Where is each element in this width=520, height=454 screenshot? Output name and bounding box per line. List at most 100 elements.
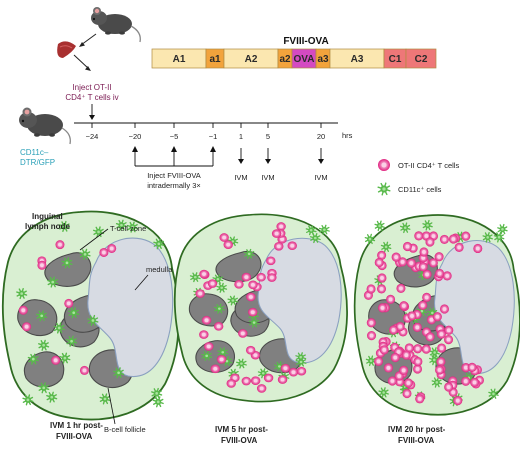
b-cell-follicle-pointer [107, 387, 116, 425]
timeline-tick-label: −5 [170, 132, 179, 141]
b-cell-follicle [188, 293, 229, 327]
t-cell [406, 258, 416, 268]
dc-cell [248, 317, 260, 328]
t-cell [256, 384, 267, 393]
dc-cell [295, 352, 307, 363]
mouse-label-1: CD11c– [20, 148, 49, 157]
t-cell [51, 355, 61, 365]
t-cell [422, 269, 432, 280]
legend: OT-II CD4⁺ T cells CD11c⁺ cells [377, 159, 459, 196]
dc-cell [189, 272, 201, 283]
t-cell [374, 257, 384, 268]
t-cell [418, 300, 428, 310]
construct-segment-label: OVA [294, 54, 315, 65]
dc-cell [153, 238, 165, 250]
t-cell [421, 344, 431, 354]
dc-cell [27, 353, 39, 365]
t-cell [444, 325, 454, 335]
node-title-1: Inguinal [32, 212, 63, 221]
t-cell [248, 280, 258, 290]
t-cell [418, 262, 428, 272]
t-cell [436, 329, 446, 339]
t-cell [402, 241, 412, 252]
t-cell [404, 343, 414, 353]
t-cell [435, 365, 445, 375]
timeline-tick-label: −24 [86, 132, 99, 141]
t-cell [434, 252, 444, 262]
inject-cells-label-2: CD4⁺ T cells iv [65, 93, 118, 102]
t-cell [413, 344, 423, 354]
t-cell [425, 237, 435, 247]
construct-segment-a3: A3 [329, 48, 385, 69]
t-cell [439, 304, 449, 314]
construct-segment-label: a3 [317, 54, 329, 65]
dc-cell [374, 220, 385, 232]
t-cell [241, 376, 251, 386]
dc-cell [295, 356, 307, 367]
dc-cell [378, 387, 389, 398]
t-cell [195, 289, 205, 298]
t-cell [296, 366, 307, 376]
inject-ova-label-1: Inject FVIII-OVA [147, 171, 201, 180]
lymph-node-panel-3 [353, 214, 520, 416]
timeline-unit: hrs [342, 131, 353, 140]
t-cell [428, 258, 438, 268]
dc-cell [115, 219, 128, 231]
dc-cell [53, 322, 65, 334]
t-cell [216, 355, 227, 364]
panel-2-caption-2: FVIII-OVA [221, 436, 258, 445]
t-cell [436, 357, 446, 367]
panel-1-caption-1: IVM 1 hr post- [50, 421, 103, 430]
t-cell [37, 260, 47, 270]
timeline-tick-label: 5 [266, 132, 270, 141]
t-cell [367, 330, 377, 341]
injection-bracket [132, 146, 216, 167]
dc-cell [380, 241, 392, 253]
dc-cell [377, 182, 391, 196]
inject-cells-label-1: Inject OT-II [72, 83, 111, 92]
ivm-label-3: IVM [314, 173, 327, 182]
b-cell-follicle [44, 252, 92, 287]
t-cell-zone-pointer [79, 228, 109, 251]
construct-segment-ova: OVA [291, 48, 317, 69]
t-cell [407, 311, 417, 321]
t-cell-zone-label: T-cell zone [110, 224, 146, 233]
t-cell [99, 247, 109, 257]
t-cell [422, 292, 432, 302]
dc-cell [488, 388, 499, 400]
t-cell [444, 334, 454, 345]
t-cell [107, 243, 117, 253]
construct-segment-label: C2 [415, 54, 428, 65]
t-cell [437, 343, 447, 353]
dc-cell [127, 221, 139, 233]
construct-segment-label: a1 [209, 54, 221, 65]
dc-cell [16, 288, 28, 300]
t-cell [473, 243, 483, 254]
ivm-label-1: IVM [234, 173, 247, 182]
t-cell [389, 325, 399, 335]
t-cell [248, 307, 258, 317]
t-cell [55, 240, 65, 250]
dc-cell [68, 307, 80, 319]
t-cell [398, 257, 408, 267]
t-cell [276, 222, 286, 231]
t-cell [383, 363, 393, 373]
node-title-2: lymph node [25, 222, 70, 231]
t-cell [234, 280, 244, 289]
t-cell [280, 363, 291, 373]
t-cell [386, 294, 396, 304]
t-cell [470, 377, 480, 388]
dc-cell [318, 224, 330, 235]
dc-cell [61, 257, 73, 269]
panel-3-caption-1: IVM 20 hr post- [388, 425, 446, 434]
spleen-arrow-head [79, 42, 85, 47]
t-cell [288, 367, 299, 377]
legend-cd11c-label: CD11c⁺ cells [398, 185, 442, 194]
dc-cell [422, 219, 433, 231]
dc-cell [227, 295, 239, 306]
t-cell [274, 241, 284, 251]
panel-3-caption-2: FVIII-OVA [398, 436, 435, 445]
dc-cell [217, 347, 229, 358]
legend-t-cell-icon [378, 159, 390, 171]
t-cell [378, 159, 390, 171]
